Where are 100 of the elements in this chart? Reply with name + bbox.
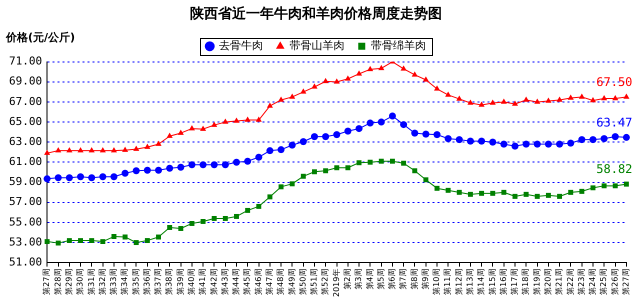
point — [77, 173, 84, 180]
point — [411, 130, 418, 137]
x-tick-label: 第33周 — [109, 268, 118, 295]
y-tick-label: 65.00 — [8, 114, 42, 128]
point — [200, 126, 206, 131]
point — [557, 194, 562, 199]
y-tick-label: 59.00 — [8, 175, 42, 188]
point — [602, 183, 607, 188]
x-tick-label: 第12周 — [454, 268, 464, 295]
point — [322, 78, 329, 84]
point — [356, 125, 363, 132]
x-tick-label: 第37周 — [154, 268, 163, 295]
x-tick-label: 第11周 — [443, 268, 452, 295]
point — [500, 98, 507, 104]
point — [344, 128, 352, 135]
point — [578, 93, 585, 99]
x-tick-label: 第24周 — [588, 268, 598, 295]
point — [290, 181, 295, 186]
point — [122, 146, 128, 152]
point — [356, 160, 362, 166]
point — [200, 218, 206, 224]
chart-title: 陕西省近一年牛肉和羊肉价格周度走势图 — [190, 5, 442, 22]
x-tick-label: 第16周 — [498, 268, 508, 295]
point — [312, 169, 317, 174]
point — [522, 140, 530, 148]
point — [524, 192, 529, 197]
y-tick-label: 51.00 — [8, 256, 42, 268]
point — [256, 204, 262, 209]
point — [189, 221, 194, 226]
point — [66, 238, 72, 244]
point — [445, 91, 452, 97]
point — [422, 130, 430, 138]
data-label: 67.50 — [596, 75, 632, 90]
point — [300, 138, 307, 146]
point — [110, 173, 118, 180]
point — [322, 133, 330, 140]
x-tick-label: 2019年 — [332, 268, 341, 297]
point — [434, 186, 440, 191]
point — [133, 146, 140, 151]
point — [78, 147, 84, 152]
point — [78, 238, 84, 244]
point — [534, 194, 540, 199]
point — [300, 174, 306, 179]
point — [167, 225, 172, 230]
x-tick-label: 第2周 — [342, 268, 352, 290]
y-tick-label: 57.00 — [8, 195, 42, 208]
point — [367, 66, 374, 72]
point — [55, 147, 62, 152]
point — [567, 140, 574, 147]
point — [267, 194, 272, 200]
point — [300, 88, 306, 94]
point — [110, 147, 117, 152]
x-tick-label: 第17周 — [510, 268, 520, 295]
point — [501, 190, 506, 195]
point — [400, 121, 408, 128]
x-tick-label: 第10周 — [432, 268, 442, 295]
point — [44, 150, 50, 155]
point — [100, 239, 106, 244]
point — [378, 118, 385, 126]
point — [310, 133, 318, 140]
point — [178, 226, 184, 231]
point — [177, 164, 184, 171]
point — [612, 94, 618, 100]
point — [122, 170, 129, 177]
x-tick-label: 第50周 — [298, 268, 308, 295]
point — [89, 238, 94, 244]
x-tick-label: 第3周 — [354, 268, 364, 290]
x-tick-label: 第29周 — [64, 268, 74, 295]
point — [278, 96, 284, 102]
point — [500, 140, 508, 148]
point — [578, 136, 586, 144]
point — [523, 96, 530, 102]
point — [490, 190, 496, 196]
x-tick-label: 第30周 — [76, 268, 85, 295]
point — [368, 160, 373, 165]
x-tick-label: 第47周 — [264, 268, 274, 295]
point — [623, 93, 630, 99]
point — [122, 234, 128, 240]
point — [622, 134, 630, 141]
x-tick-label: 第14周 — [476, 268, 486, 295]
x-tick-label: 第49周 — [287, 268, 296, 295]
point — [344, 75, 351, 81]
point — [600, 135, 608, 142]
x-tick-label: 第42周 — [209, 268, 218, 295]
point — [311, 83, 318, 89]
point — [489, 138, 496, 146]
point — [534, 98, 540, 104]
legend-label: 带骨绵羊肉 — [370, 39, 426, 52]
point — [289, 93, 296, 99]
point — [401, 160, 406, 166]
point — [266, 102, 273, 108]
x-tick-label: 第39周 — [176, 268, 185, 295]
point — [222, 118, 228, 124]
point — [545, 97, 552, 103]
point — [244, 116, 251, 122]
x-tick-label: 第52周 — [320, 268, 330, 295]
point — [188, 161, 196, 168]
point — [366, 120, 374, 127]
point — [390, 158, 395, 164]
point — [544, 140, 552, 148]
